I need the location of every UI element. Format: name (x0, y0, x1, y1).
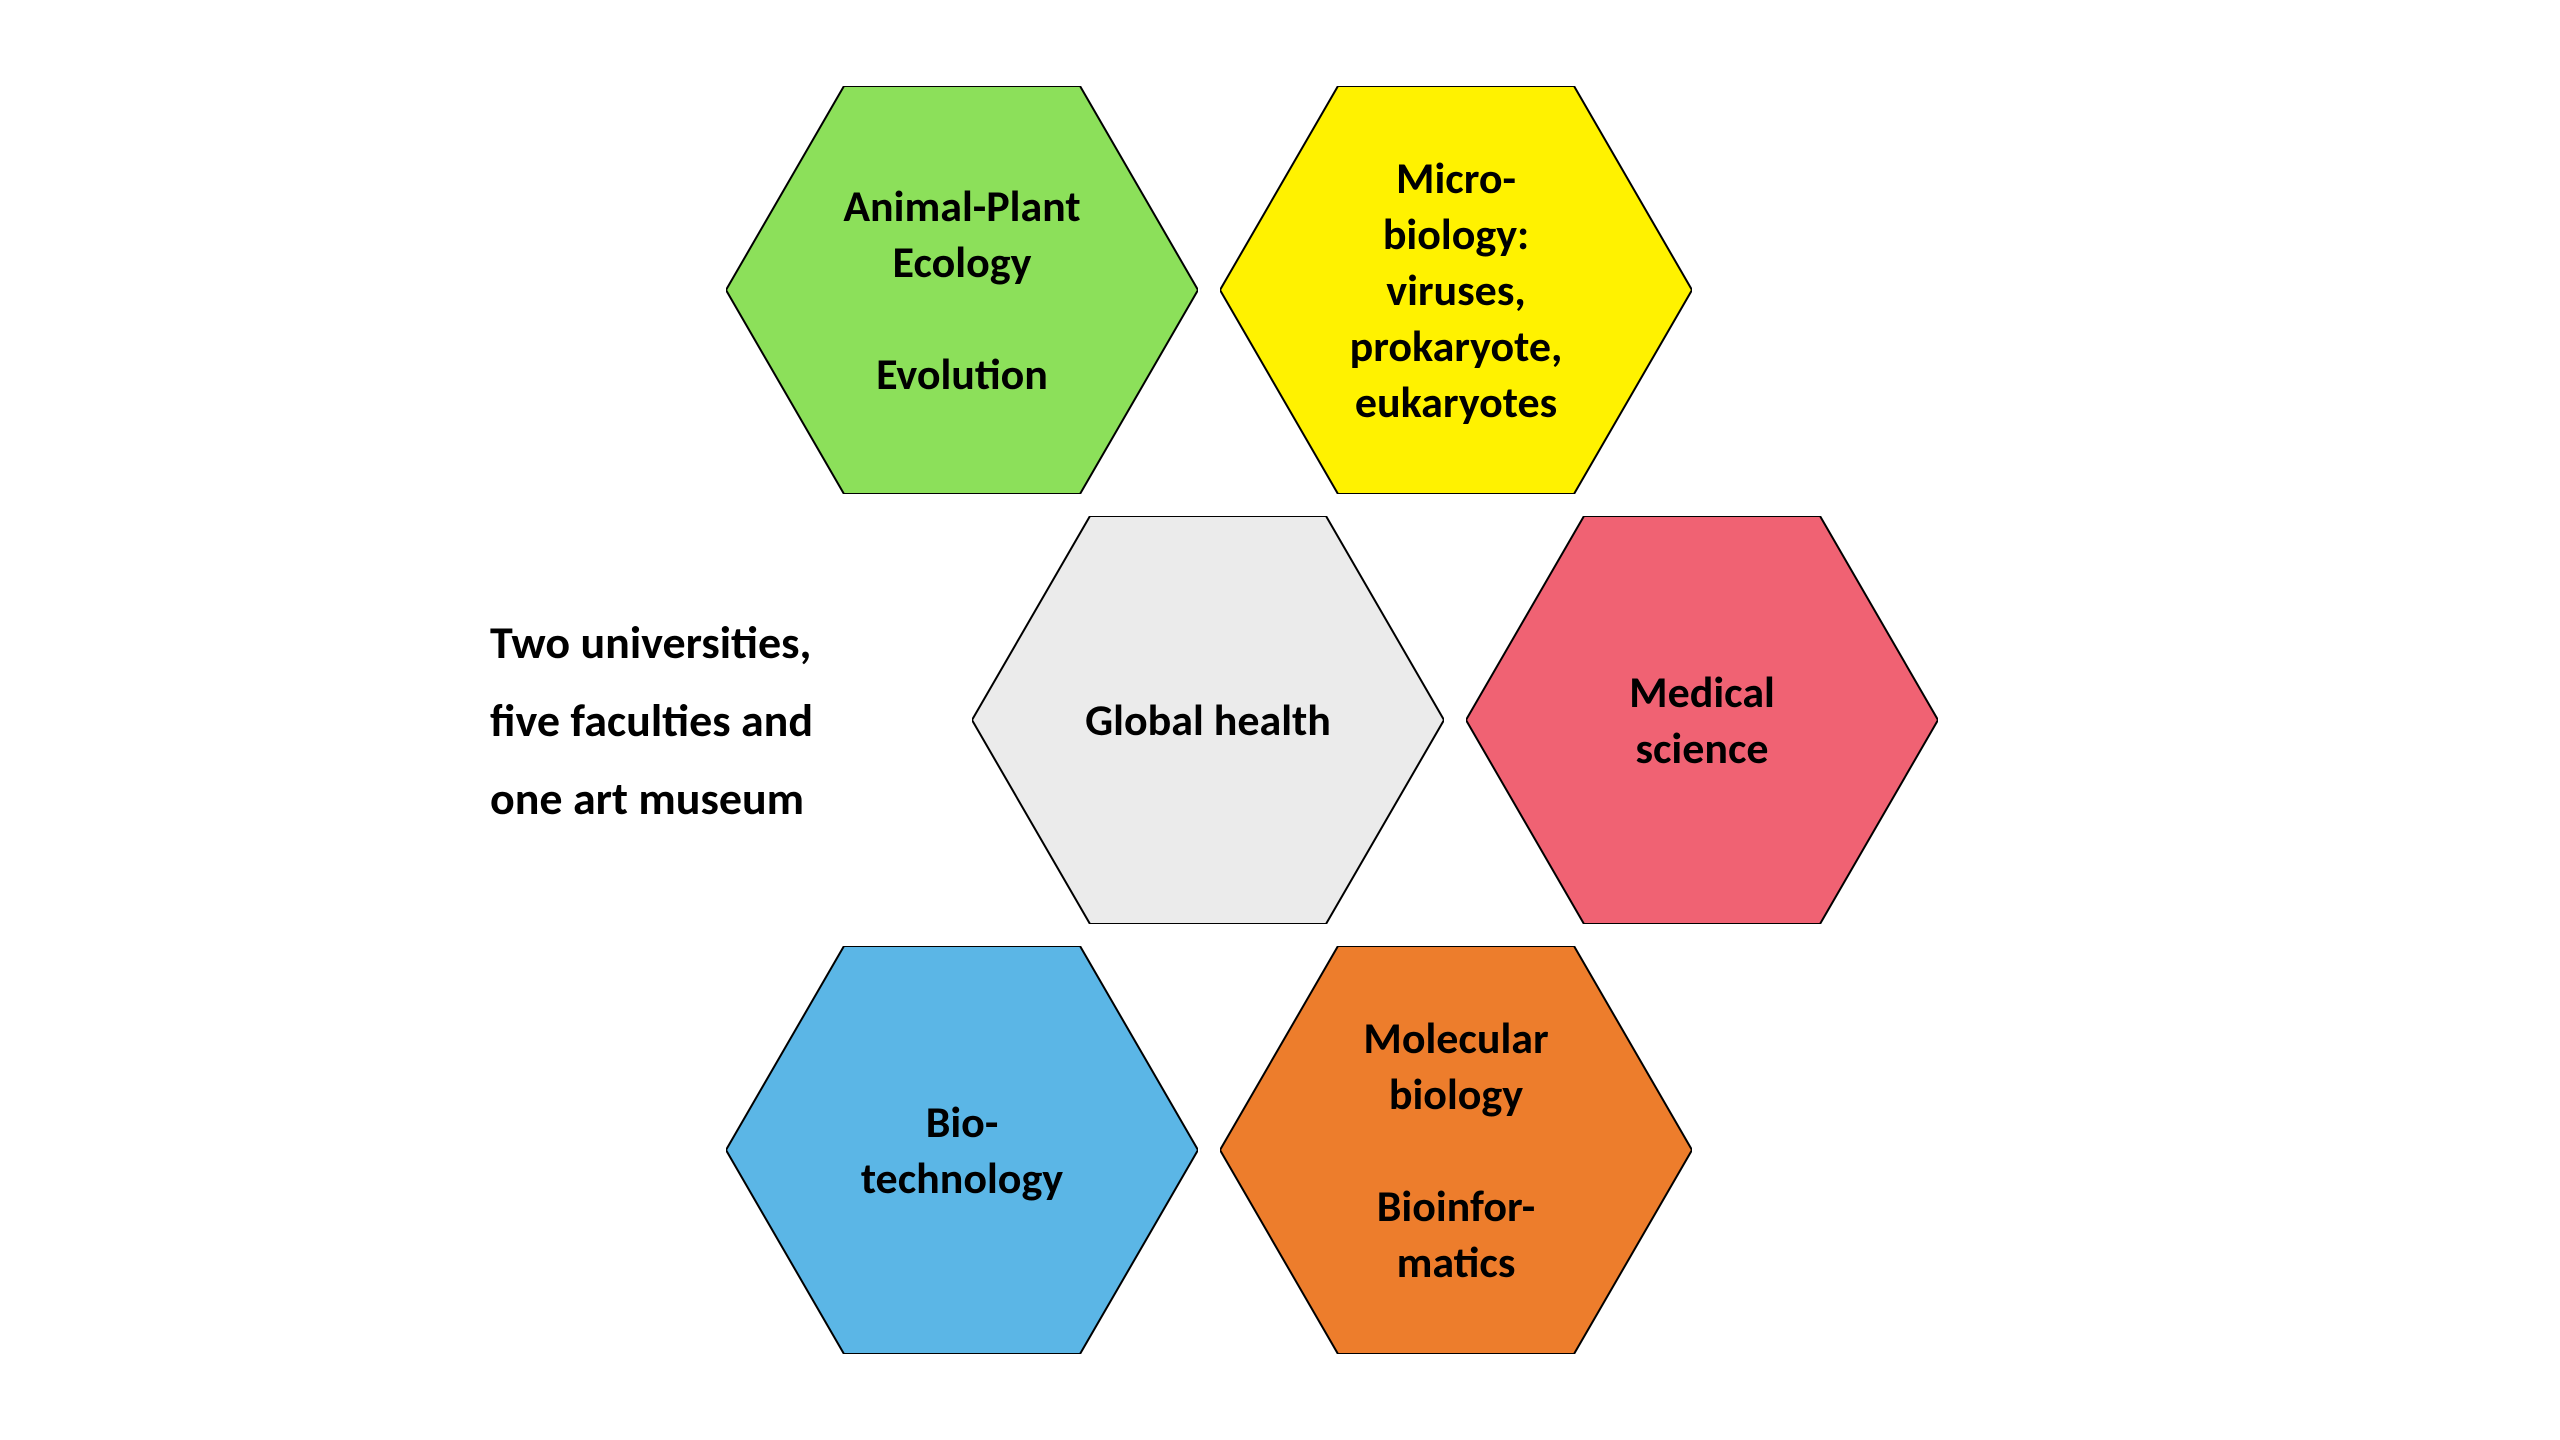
caption-line: one art museum (490, 760, 813, 838)
hexagon-label: Micro- biology: viruses, prokaryote, euk… (1220, 86, 1692, 494)
hexagon-microbiology: Micro- biology: viruses, prokaryote, euk… (1220, 86, 1692, 494)
hexagon-label: Molecular biology Bioinfor- matics (1220, 946, 1692, 1354)
hexagon-label: Animal-Plant Ecology Evolution (726, 86, 1198, 494)
hexagon-biotechnology: Bio- technology (726, 946, 1198, 1354)
hexagon-label: Medical science (1466, 516, 1938, 924)
caption-line: five faculties and (490, 682, 813, 760)
caption-line: Two universities, (490, 604, 813, 682)
diagram-canvas: Animal-Plant Ecology Evolution Micro- bi… (0, 0, 2560, 1440)
hexagon-global-health: Global health (972, 516, 1444, 924)
caption-text: Two universities, five faculties and one… (490, 604, 813, 838)
hexagon-medical-science: Medical science (1466, 516, 1938, 924)
hexagon-molecular-biology: Molecular biology Bioinfor- matics (1220, 946, 1692, 1354)
hexagon-ecology: Animal-Plant Ecology Evolution (726, 86, 1198, 494)
hexagon-label: Global health (972, 516, 1444, 924)
hexagon-label: Bio- technology (726, 946, 1198, 1354)
